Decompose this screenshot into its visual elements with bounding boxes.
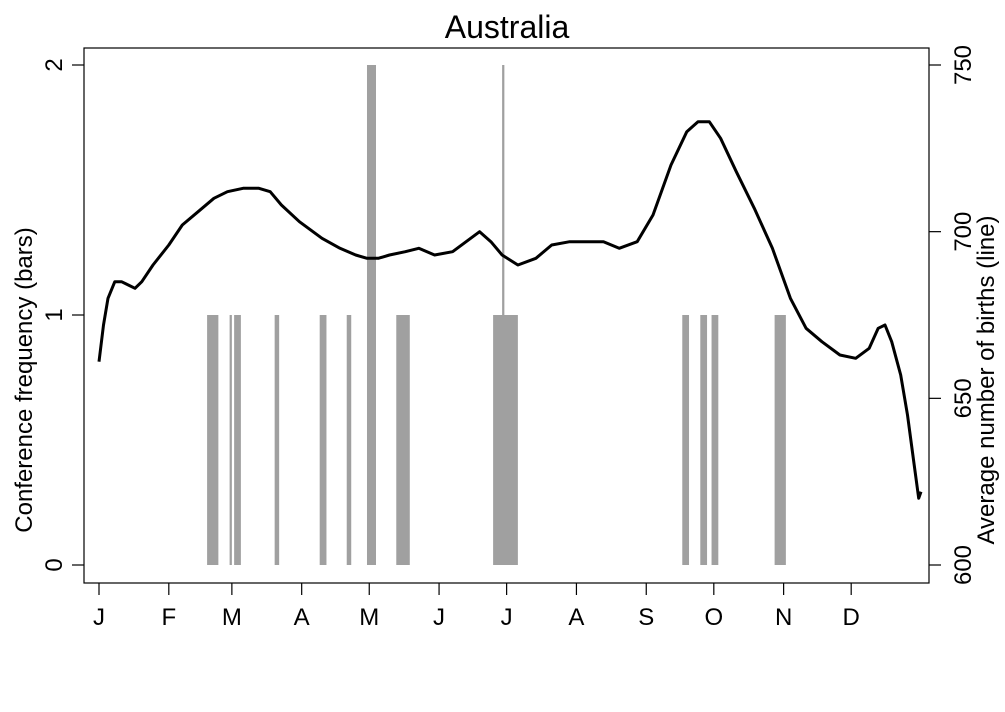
conference-bar xyxy=(682,315,690,565)
y-left-tick-label: 2 xyxy=(41,58,68,71)
x-tick-label: M xyxy=(222,604,242,631)
x-tick-label: A xyxy=(294,604,310,631)
conference-bar xyxy=(700,315,708,565)
y-left-tick-label: 0 xyxy=(41,558,68,571)
x-tick-label: J xyxy=(501,604,513,631)
conference-bar xyxy=(346,315,352,565)
x-tick-label: O xyxy=(704,604,723,631)
conference-bar xyxy=(234,315,241,565)
conference-bar xyxy=(319,315,327,565)
conference-bar xyxy=(274,315,280,565)
x-tick-label: D xyxy=(843,604,860,631)
x-tick-label: M xyxy=(359,604,379,631)
y-right-tick-label: 650 xyxy=(950,378,977,418)
y-left-axis-label: Conference frequency (bars) xyxy=(11,227,38,532)
y-right-tick-label: 750 xyxy=(950,45,977,85)
x-tick-label: F xyxy=(161,604,176,631)
conference-bar xyxy=(207,315,219,565)
x-tick-label: S xyxy=(638,604,654,631)
plot-frame xyxy=(83,47,930,584)
y-left-tick-label: 1 xyxy=(41,308,68,321)
line-layer xyxy=(97,120,923,500)
x-tick-label: J xyxy=(433,604,445,631)
bars-layer xyxy=(207,65,786,565)
y-left-axis: 0 1 2 xyxy=(41,58,84,572)
conference-bar xyxy=(229,315,232,565)
x-tick-label: N xyxy=(775,604,792,631)
births-line xyxy=(97,120,923,500)
conference-bar xyxy=(493,315,518,565)
x-tick-label: J xyxy=(93,604,105,631)
conference-bar xyxy=(396,315,410,565)
y-right-tick-label: 700 xyxy=(950,212,977,252)
y-right-axis: 600 650 700 750 xyxy=(929,45,977,585)
conference-bar xyxy=(711,315,719,565)
x-tick-label: A xyxy=(568,604,584,631)
y-right-tick-label: 600 xyxy=(950,545,977,585)
chart-title: Australia xyxy=(445,9,570,45)
y-right-axis-label: Average number of births (line) xyxy=(973,215,1000,544)
conference-bar xyxy=(366,65,377,565)
conference-bar xyxy=(774,315,786,565)
